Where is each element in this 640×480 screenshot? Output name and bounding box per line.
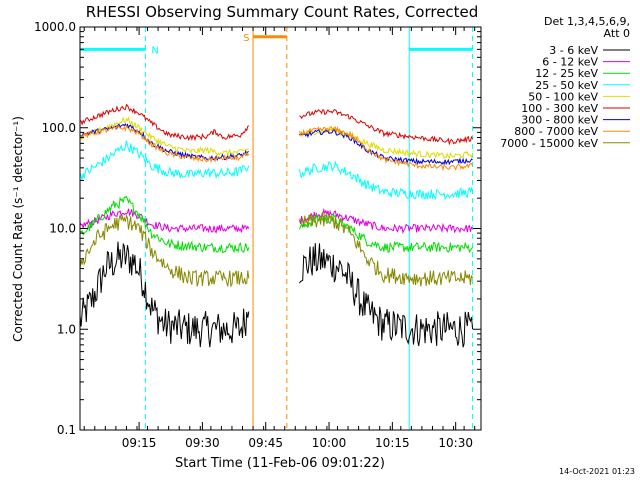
annotation-label: N <box>151 45 158 56</box>
y-axis-label: Corrected Count Rate (s⁻¹ detector⁻¹) <box>11 116 25 342</box>
legend-entry-label: 50 - 100 keV <box>528 90 598 103</box>
series-line <box>299 128 473 166</box>
legend-entry-label: 6 - 12 keV <box>542 56 598 69</box>
series-line <box>299 210 474 287</box>
y-tick-label: 10.0 <box>49 222 76 236</box>
legend-entry-label: 7000 - 15000 keV <box>500 137 598 150</box>
axis-layer: 0.1 1.0 10.0 100.0 1000.0 09:15 09:30 09:45 10:0… <box>34 20 481 450</box>
legend-entry-label: 25 - 50 keV <box>535 79 598 92</box>
legend-entry-label: 12 - 25 keV <box>535 67 598 80</box>
series-line <box>79 208 250 234</box>
series-line <box>79 103 250 142</box>
series-layer <box>79 103 474 348</box>
y-tick-label: 1000.0 <box>34 20 76 34</box>
annotation-label: S <box>243 33 249 44</box>
series-line <box>299 126 474 172</box>
series-line <box>79 214 250 288</box>
series-line <box>299 160 474 201</box>
legend-entry-label: 300 - 800 keV <box>521 114 598 127</box>
series-line <box>79 241 250 348</box>
legend-entry-label: 100 - 300 keV <box>521 102 598 115</box>
x-tick-label: 09:30 <box>185 436 220 450</box>
series-line <box>79 195 250 254</box>
x-tick-label: 10:30 <box>438 436 473 450</box>
series-line <box>299 207 473 235</box>
legend-header-line-1: Det 1,3,4,5,6,9, <box>544 15 630 28</box>
markers-layer: NS <box>79 27 474 430</box>
x-axis-label: Start Time (11-Feb-06 09:01:22) <box>175 456 385 471</box>
legend-entry-label: 3 - 6 keV <box>549 44 598 57</box>
y-tick-label: 0.1 <box>57 423 76 437</box>
x-tick-label: 10:00 <box>312 436 347 450</box>
legend-header-line-2: Att 0 <box>604 27 630 40</box>
series-line <box>79 124 250 163</box>
y-tick-label: 100.0 <box>42 121 76 135</box>
x-tick-label: 09:45 <box>248 436 283 450</box>
series-line <box>79 140 250 180</box>
x-tick-label: 09:15 <box>122 436 157 450</box>
series-line <box>299 212 473 254</box>
series-line <box>299 243 474 348</box>
x-tick-label: 10:15 <box>375 436 410 450</box>
series-line <box>299 126 474 160</box>
y-tick-label: 1.0 <box>57 322 76 336</box>
series-line <box>299 108 474 146</box>
chart-title: RHESSI Observing Summary Count Rates, Co… <box>86 3 479 21</box>
plot-frame <box>79 26 482 431</box>
generation-timestamp: 14-Oct-2021 01:23 <box>559 467 635 476</box>
legend-entry-label: 800 - 7000 keV <box>514 125 598 138</box>
